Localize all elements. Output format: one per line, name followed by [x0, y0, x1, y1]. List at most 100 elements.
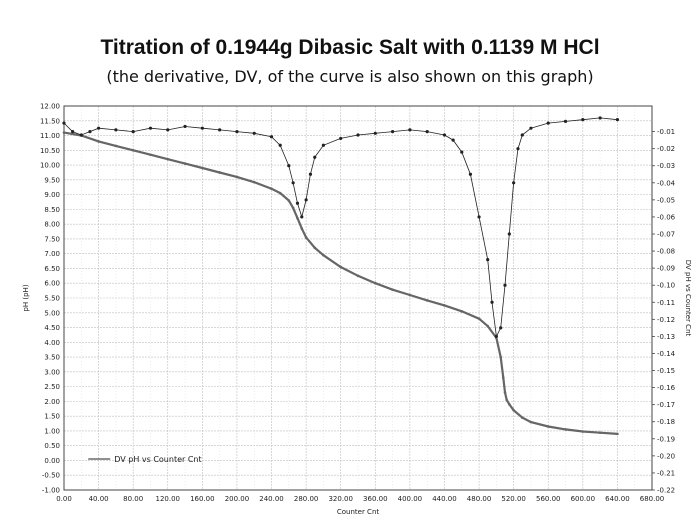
data-point	[490, 300, 494, 304]
y-tick-label: 10.50	[40, 147, 60, 155]
data-point	[96, 126, 101, 130]
data-point	[62, 131, 66, 134]
data-point	[287, 164, 291, 168]
data-point	[322, 253, 325, 257]
data-point	[356, 274, 360, 278]
series-layer	[62, 116, 620, 436]
data-point	[598, 116, 602, 120]
y2-tick-label: -0.10	[657, 282, 675, 290]
data-point	[291, 181, 295, 185]
data-point	[442, 133, 447, 137]
x-tick-label: 520.00	[501, 495, 526, 503]
y-tick-label: 9.00	[44, 191, 60, 199]
y2-tick-label: -0.04	[657, 179, 676, 187]
legend-label: DV pH vs Counter Cnt	[114, 455, 201, 464]
data-point	[356, 133, 360, 137]
y-tick-label: 9.50	[44, 176, 60, 184]
data-point	[373, 281, 377, 285]
y-tick-label: 8.00	[44, 221, 60, 229]
y-tick-label: 0.00	[44, 457, 60, 465]
data-point	[598, 431, 602, 434]
data-point	[616, 432, 619, 436]
data-point	[131, 149, 135, 152]
y-tick-label: 0.50	[44, 442, 60, 450]
data-point	[512, 181, 516, 185]
data-point	[501, 376, 505, 380]
data-point	[520, 416, 524, 419]
data-point	[166, 157, 170, 161]
y2-tick-label: -0.20	[657, 452, 675, 460]
y2-tick-label: -0.16	[657, 384, 676, 392]
data-point	[166, 128, 170, 132]
y-tick-label: 4.50	[44, 324, 60, 332]
y-tick-labels: 12.00 11.50 11.00 10.50 10.00 9.50 9.00 8.50 8.0…	[40, 103, 60, 495]
x-tick-label: 240.00	[259, 495, 284, 503]
data-point	[529, 420, 533, 424]
y-tick-label: 2.50	[44, 383, 60, 391]
y2-tick-label: -0.12	[657, 316, 675, 324]
data-point	[183, 162, 187, 165]
data-point	[615, 118, 620, 122]
x-tick-label: 640.00	[605, 495, 630, 503]
data-point	[291, 206, 295, 210]
y-tick-label: -0.50	[42, 472, 60, 480]
data-point	[304, 198, 308, 202]
data-point	[304, 236, 308, 239]
data-point	[97, 140, 100, 143]
data-point	[460, 150, 464, 154]
data-point	[339, 265, 343, 269]
data-point	[520, 133, 524, 137]
y2-tick-label: -0.15	[657, 367, 675, 375]
data-point	[308, 172, 313, 176]
data-point	[425, 299, 429, 302]
data-point	[581, 430, 585, 433]
y2-tick-label: -0.14	[657, 350, 676, 358]
y2-tick-label: -0.02	[657, 145, 675, 153]
data-point	[390, 130, 395, 134]
x-axis-label: Counter Cnt	[337, 508, 380, 516]
y-tick-label: 1.00	[44, 427, 60, 435]
data-point	[505, 398, 509, 402]
data-point	[313, 155, 317, 159]
data-point	[278, 191, 282, 195]
data-point	[507, 232, 511, 236]
y-tick-label: 8.50	[44, 206, 60, 214]
x-tick-label: 120.00	[156, 495, 181, 503]
y2-tick-label: -0.21	[657, 469, 675, 477]
y2-tick-label: -0.05	[657, 196, 675, 204]
data-point	[295, 201, 300, 205]
y-tick-label: 3.00	[44, 368, 60, 376]
y2-axis-label: DV pH vs Counter Cnt	[684, 260, 692, 337]
legend: DV pH vs Counter Cnt	[88, 455, 202, 464]
x-tick-label: 280.00	[294, 495, 319, 503]
data-point	[499, 326, 503, 330]
data-point	[443, 304, 446, 307]
y2-tick-label: -0.18	[657, 418, 675, 426]
y2-tick-label: -0.07	[657, 231, 675, 239]
data-point	[300, 215, 304, 219]
x-tick-label: 40.00	[89, 495, 109, 503]
data-point	[235, 130, 239, 134]
x-tick-label: 680.00	[640, 495, 665, 503]
y2-tick-label: -0.03	[657, 162, 675, 170]
y2-tick-labels: -0.01 -0.02 -0.03 -0.04 -0.05 -0.06 -0.07 -0.08…	[652, 128, 676, 495]
data-point	[516, 147, 520, 151]
plot-frame	[63, 105, 653, 491]
data-point	[218, 171, 221, 174]
data-point	[321, 143, 326, 147]
series-line-dv	[63, 117, 618, 338]
y-tick-label: 6.50	[44, 265, 60, 273]
y-axis-label: pH (pH)	[22, 284, 30, 311]
chart-title: Titration of 0.1944g Dibasic Salt with 0…	[100, 36, 600, 59]
data-point	[296, 216, 299, 220]
data-point	[269, 135, 274, 139]
y2-tick-label: -0.09	[657, 265, 675, 273]
data-point	[200, 126, 204, 130]
x-tick-labels: 0.00 40.00 80.00 120.00 160.00 200.00 240.00 28…	[56, 495, 664, 503]
data-point	[468, 172, 473, 176]
data-point	[508, 403, 511, 406]
data-point	[88, 130, 92, 134]
data-point	[581, 118, 585, 122]
y-tick-label: 5.00	[44, 309, 60, 317]
data-point	[79, 133, 83, 137]
